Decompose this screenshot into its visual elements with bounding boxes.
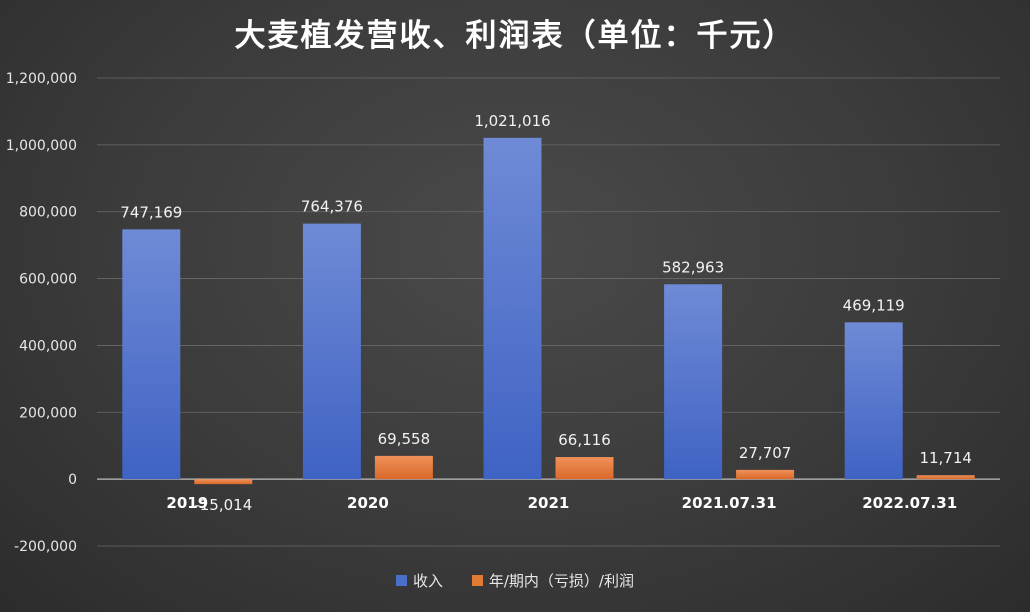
y-tick-label: -200,000 <box>14 539 77 555</box>
y-tick-label: 800,000 <box>19 205 77 221</box>
legend-label-revenue: 收入 <box>413 572 444 590</box>
revenue-data-label: 469,119 <box>843 296 905 314</box>
x-axis-ticks: 2019 2020 2021 2021.07.31 2022.07.31 <box>166 494 957 512</box>
legend-item-revenue: 收入 <box>396 570 443 591</box>
revenue-bar <box>664 284 723 480</box>
chart-legend: 收入 年/期内（亏损）/利润 <box>0 570 1030 591</box>
revenue-bar <box>844 322 903 480</box>
profit-data-label: 11,714 <box>919 449 972 467</box>
x-tick-label: 2021.07.31 <box>682 494 777 512</box>
revenue-data-label: 764,376 <box>301 198 363 216</box>
bars <box>122 137 975 485</box>
profit-data-label: -15,014 <box>194 496 252 514</box>
profit-bar <box>736 469 795 480</box>
x-tick-label: 2020 <box>347 494 389 512</box>
profit-bar <box>194 479 253 485</box>
revenue-data-label: 747,169 <box>120 203 182 221</box>
profit-data-label: 66,116 <box>558 431 611 449</box>
y-tick-label: 0 <box>68 472 77 488</box>
y-axis-ticks: -200,000 0 200,000 400,000 600,000 800,000 1,0… <box>6 71 77 555</box>
x-tick-label: 2021 <box>528 494 570 512</box>
revenue-bar <box>122 229 181 480</box>
revenue-bar <box>483 137 542 480</box>
y-tick-label: 200,000 <box>19 405 77 421</box>
profit-data-label: 27,707 <box>739 444 792 462</box>
x-tick-label: 2022.07.31 <box>862 494 957 512</box>
revenue-data-label: 1,021,016 <box>474 112 550 130</box>
legend-swatch-revenue <box>396 575 408 586</box>
y-tick-label: 600,000 <box>19 272 77 288</box>
chart-title: 大麦植发营收、利润表（单位：千元） <box>234 18 796 54</box>
legend-swatch-profit <box>471 575 483 586</box>
x-tick-label: 2019 <box>166 494 208 512</box>
profit-bar <box>555 457 614 480</box>
data-labels: 747,169 -15,014 764,376 69,558 1,021,016 66,1… <box>120 112 972 514</box>
legend-item-profit: 年/期内（亏损）/利润 <box>471 570 634 591</box>
profit-bar <box>374 455 433 480</box>
profit-data-label: 69,558 <box>378 430 431 448</box>
revenue-bar <box>302 223 361 480</box>
profit-bar <box>916 475 975 480</box>
y-tick-label: 400,000 <box>19 338 77 354</box>
revenue-data-label: 582,963 <box>662 258 724 276</box>
legend-label-profit: 年/期内（亏损）/利润 <box>488 572 634 590</box>
y-tick-label: 1,200,000 <box>6 71 77 87</box>
y-tick-label: 1,000,000 <box>6 138 77 154</box>
